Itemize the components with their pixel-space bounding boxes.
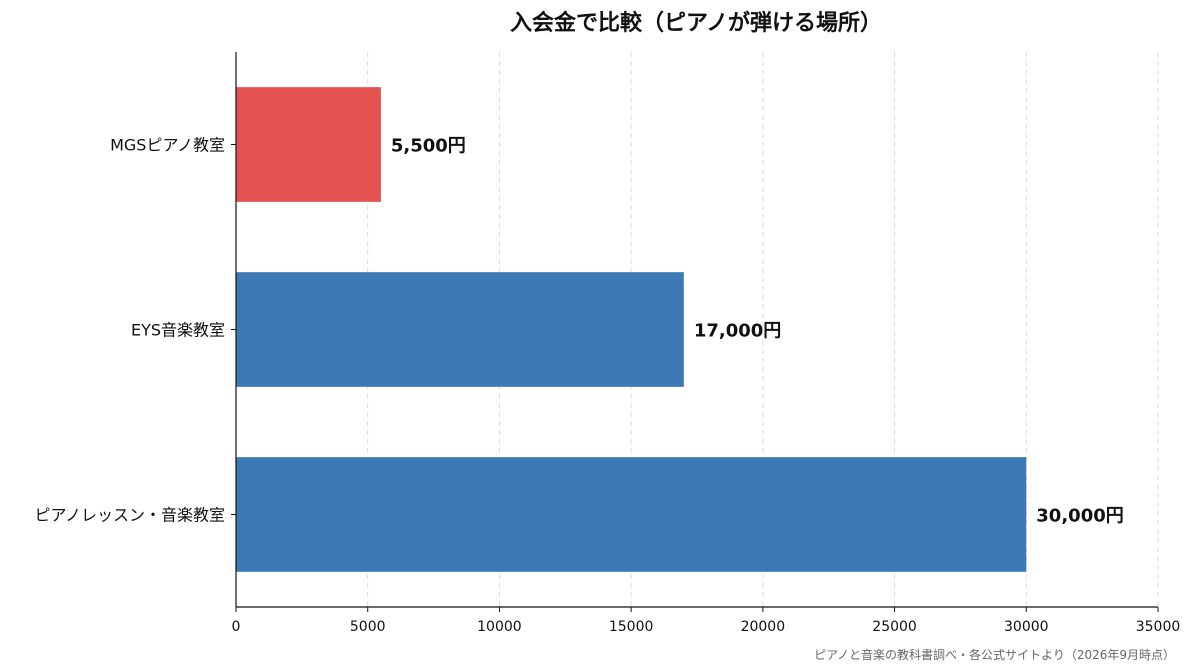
chart-title: 入会金で比較（ピアノが弾ける場所） [510, 10, 882, 36]
x-tick-label: 30000 [1004, 619, 1049, 635]
labels-layer: MGSピアノ教室 5,500円 EYS音楽教室 17,000円ピアノレッスン・音楽教室… [34, 136, 1123, 527]
data-label: 30,000円 [1036, 506, 1123, 527]
axis-layer: 0 5000 10000 15000 20000 25000 30000 35000 [231, 52, 1180, 635]
bar [236, 87, 381, 202]
bar [236, 272, 684, 387]
data-label: 17,000円 [694, 321, 781, 342]
x-tick-label: 25000 [872, 619, 917, 635]
category-label: MGSピアノ教室 [110, 136, 225, 155]
category-label: ピアノレッスン・音楽教室 [34, 506, 225, 525]
x-tick-label: 5000 [350, 619, 386, 635]
x-tick-label: 15000 [609, 619, 654, 635]
category-label: EYS音楽教室 [131, 321, 225, 340]
x-tick-label: 35000 [1136, 619, 1181, 635]
bars-layer [236, 87, 1027, 572]
x-tick-label: 10000 [477, 619, 522, 635]
x-tick-label: 20000 [741, 619, 786, 635]
source-note: ピアノと音楽の教科書調べ・各公式サイトより（2026年9月時点） [814, 647, 1175, 662]
bar [236, 457, 1027, 572]
x-tick-label: 0 [232, 619, 241, 635]
data-label: 5,500円 [391, 136, 466, 157]
